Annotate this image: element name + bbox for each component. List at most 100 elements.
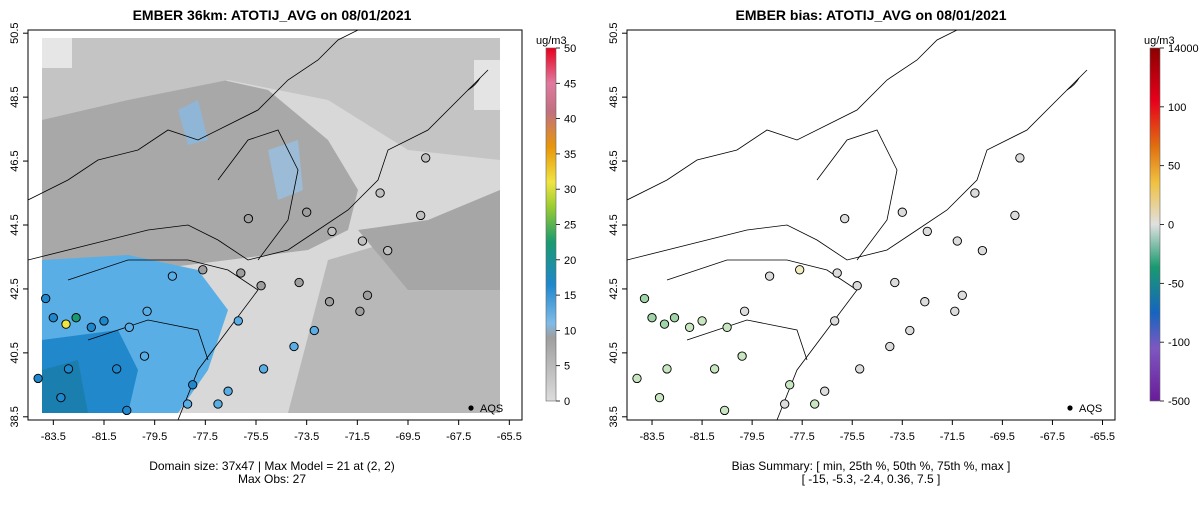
island-mark-r (1066, 77, 1080, 91)
right-y-ticklabel: 42.5 (608, 278, 620, 299)
left-colorbar-ticklabel: 20 (564, 255, 576, 267)
right-x-ticklabel: -71.5 (940, 431, 965, 443)
left-site-marker (416, 210, 426, 221)
left-colorbar-ticklabel: 30 (564, 184, 576, 196)
left-site-marker (198, 265, 208, 275)
left-x-ticklabel: -69.5 (395, 431, 420, 443)
right-site-marker (709, 364, 720, 374)
right-x-axis: -83.5 -81.5 -79.5 -77.5 -75.5 -73.5 -71.5 -69.5… (639, 420, 1115, 443)
left-x-ticklabel: -81.5 (91, 431, 116, 443)
left-site-marker (182, 399, 193, 409)
right-site-marker (977, 245, 988, 256)
right-x-ticklabel: -79.5 (740, 431, 765, 443)
right-colorbar-ramp (1149, 47, 1161, 402)
model-field-patch-2 (268, 140, 303, 200)
left-site-marker (233, 316, 243, 326)
left-site-marker (213, 399, 223, 409)
right-site-marker (795, 265, 805, 275)
right-colorbar-ticklabel: 50 (1168, 161, 1180, 173)
right-site-marker (684, 322, 695, 332)
right-site-marker (855, 364, 865, 374)
right-site-marker (697, 316, 707, 326)
left-site-marker (383, 245, 393, 256)
right-site-marker (739, 306, 750, 316)
right-site-marker (647, 313, 657, 323)
right-y-ticklabel: 44.5 (608, 214, 620, 235)
right-site-marker (737, 351, 747, 361)
left-site-marker (309, 325, 319, 336)
model-field-corner (42, 38, 72, 68)
state-line-2-r (686, 319, 808, 361)
right-site-marker (639, 293, 650, 304)
right-site-marker (1015, 153, 1025, 163)
left-y-ticklabel: 42.5 (9, 278, 21, 299)
right-site-marker (810, 399, 820, 409)
right-site-marker (785, 380, 795, 390)
left-colorbar-ticklabel: 45 (564, 78, 576, 90)
left-legend-label: AQS (480, 403, 503, 415)
state-line-2 (87, 319, 209, 361)
left-site-marker (41, 293, 51, 304)
left-map-area: AQS (28, 30, 522, 420)
left-y-ticklabel: 44.5 (9, 214, 21, 235)
left-colorbar-ramp (545, 47, 557, 402)
left-site-marker (258, 364, 269, 374)
right-boundaries (627, 30, 1088, 420)
right-site-marker (952, 236, 962, 246)
left-site-marker (289, 341, 299, 352)
right-x-ticklabel: -81.5 (690, 431, 715, 443)
right-x-ticklabel: -83.5 (639, 431, 664, 443)
right-site-marker (832, 268, 842, 278)
right-site-marker (764, 271, 775, 281)
left-x-ticklabel: -67.5 (446, 431, 471, 443)
right-legend-label: AQS (1079, 403, 1102, 415)
left-obs-sites (33, 153, 431, 416)
right-site-marker (957, 290, 967, 300)
left-site-marker (142, 306, 152, 316)
coastline-atlantic-r (627, 69, 1088, 261)
right-site-marker (719, 405, 730, 416)
left-site-marker (99, 316, 109, 326)
left-y-ticklabel: 46.5 (9, 150, 21, 171)
left-y-ticklabel: 50.5 (9, 22, 21, 43)
right-caption-line2: [ -15, -5.3, -2.4, 0.36, 7.5 ] (802, 472, 941, 486)
right-colorbar-unit: ug/m3 (1144, 35, 1175, 47)
left-site-marker (167, 271, 178, 281)
left-colorbar: ug/m3 0 5 10 15 20 25 30 35 40 45 50 (536, 35, 576, 408)
left-y-ticklabel: 40.5 (9, 342, 21, 363)
right-site-marker (669, 313, 680, 323)
right-x-ticklabel: -77.5 (790, 431, 815, 443)
left-site-marker (421, 153, 431, 163)
left-x-ticklabel: -75.5 (243, 431, 268, 443)
right-site-marker (905, 325, 915, 336)
right-title: EMBER bias: ATOTIJ_AVG on 08/01/2021 (735, 7, 1006, 23)
left-colorbar-ticklabel: 0 (564, 396, 570, 408)
left-site-marker (223, 386, 233, 396)
right-site-marker (950, 306, 960, 316)
left-site-marker (122, 405, 132, 416)
right-x-ticklabel: -75.5 (840, 431, 865, 443)
left-colorbar-ticklabel: 35 (564, 149, 576, 161)
right-colorbar-ticklabel: 14000 (1168, 43, 1199, 55)
left-colorbar-ticklabel: 50 (564, 43, 576, 55)
model-field-band-mid (42, 70, 358, 280)
right-site-marker (780, 399, 790, 409)
left-site-marker (61, 319, 71, 329)
right-site-marker (659, 319, 670, 329)
right-site-marker (920, 297, 930, 307)
model-field-peak (42, 360, 88, 413)
right-legend-dot (1067, 405, 1073, 411)
coastline-north (28, 30, 359, 201)
left-site-marker (357, 236, 368, 246)
left-site-marker (294, 277, 304, 288)
left-colorbar-ticklabel: 5 (564, 361, 570, 373)
left-caption-line2: Max Obs: 27 (238, 472, 306, 486)
left-x-ticklabel: -83.5 (41, 431, 66, 443)
right-x-ticklabel: -69.5 (990, 431, 1015, 443)
left-y-axis: 38.5 40.5 42.5 44.5 46.5 48.5 50.5 (9, 22, 28, 428)
right-site-marker (662, 364, 672, 374)
right-map-background (627, 30, 1115, 420)
right-site-marker (654, 392, 665, 403)
left-site-marker (236, 268, 246, 278)
